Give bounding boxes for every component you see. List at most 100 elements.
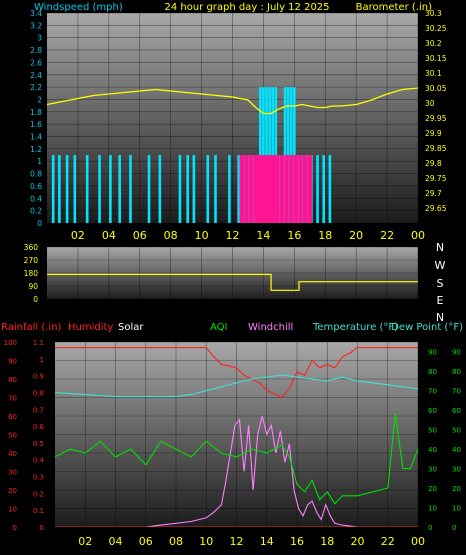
dew-point-tick-label: 60 — [452, 407, 461, 415]
wind-bar — [109, 155, 112, 223]
barometer-tick-label: 30.3 — [425, 9, 442, 18]
wind-bar-gust — [284, 155, 289, 223]
wind-bar-gust — [302, 155, 308, 223]
compass-label: E — [437, 294, 444, 307]
windspeed-tick-label: 0.8 — [30, 170, 42, 179]
wind-bar-gust — [253, 155, 258, 223]
direction-degree-labels: 0 90 180 270 360 — [24, 243, 39, 304]
wind-bar-gust — [244, 155, 249, 223]
dew-point-tick-label: 80 — [452, 368, 461, 376]
legend-dew-point: Dew Point (°F) — [391, 322, 463, 333]
barometer-tick-label: 29.95 — [425, 114, 447, 123]
barometer-tick-label: 29.7 — [425, 189, 442, 198]
wind-bar-gust — [275, 155, 280, 223]
wind-bar — [118, 155, 121, 223]
temperature-tick-label: 0 — [428, 524, 432, 532]
legend-aqi: AQI — [210, 322, 228, 333]
compass-label: S — [437, 277, 444, 290]
windspeed-tick-label: 3.4 — [30, 9, 42, 18]
wind-bar — [65, 155, 69, 223]
temperature-f-series — [55, 374, 418, 398]
windspeed-tick-label: 2.4 — [30, 71, 42, 80]
windspeed-tick-label: 2.6 — [30, 58, 42, 67]
windspeed-tick-label: 1.4 — [30, 133, 42, 142]
dew-point-tick-label: 10 — [452, 505, 461, 513]
direction-tick-label: 180 — [24, 269, 39, 278]
legend-rainfall: Rainfall (.in) — [1, 322, 62, 333]
time-tick-label: 06 — [139, 535, 153, 548]
legend-solar: Solar — [118, 322, 144, 333]
time-tick-label: 16 — [290, 535, 304, 548]
barometer-tick-label: 29.9 — [425, 129, 442, 138]
wind-bar-gust — [279, 155, 285, 223]
temperature-tick-labels: 0 10 20 30 40 50 60 70 80 90 — [428, 349, 437, 532]
percent-tick-label: 70 — [8, 395, 17, 403]
rainfall-tick-label: 0.3 — [33, 474, 44, 482]
barometer-tick-label: 30.1 — [425, 69, 442, 78]
rainfall-tick-label: 1.1 — [33, 339, 44, 347]
time-tick-label: 10 — [199, 535, 213, 548]
rainfall-tick-label: 0.1 — [33, 507, 44, 515]
grid-wind — [47, 12, 419, 224]
percent-tick-label: 40 — [8, 450, 17, 458]
wind-bar — [158, 155, 162, 223]
dew-point-tick-label: 40 — [452, 446, 461, 454]
barometer-tick-label: 29.85 — [425, 144, 447, 153]
dew-point-tick-label: 70 — [452, 388, 461, 396]
windspeed-tick-label: 1.2 — [30, 145, 42, 154]
temperature-tick-label: 80 — [428, 368, 437, 376]
percent-tick-label: 80 — [8, 376, 17, 384]
rainfall-tick-label: 0.2 — [33, 490, 44, 498]
time-tick-label: 12 — [230, 535, 244, 548]
chart-title: 24 hour graph day : July 12 2025 — [164, 2, 329, 13]
windspeed-tick-label: 2.8 — [30, 46, 42, 55]
barometer-axis-title: Barometer (.in) — [356, 2, 432, 13]
wind-bar — [73, 155, 77, 223]
legend-windchill: Windchill — [248, 322, 293, 333]
windspeed-tick-label: 1.6 — [30, 120, 42, 129]
time-tick-label: 00 — [411, 535, 425, 548]
dew-point-tick-label: 30 — [452, 466, 461, 474]
wind-bar-gust — [262, 155, 268, 223]
barometer-tick-labels: 29.65 29.7 29.75 29.8 29.85 29.9 29.95 30 30.05 3… — [425, 9, 447, 213]
wind-bar-gust — [293, 155, 299, 223]
rainfall-tick-label: 0.4 — [33, 457, 45, 465]
windchill-series — [55, 415, 418, 527]
windspeed-tick-label: 3.2 — [30, 21, 42, 30]
direction-tick-label: 360 — [24, 243, 39, 252]
wind-bar — [228, 155, 231, 223]
barometer-series — [47, 87, 418, 115]
dew-point-tick-label: 50 — [452, 427, 461, 435]
time-tick-label: 22 — [381, 535, 395, 548]
temperature-tick-label: 70 — [428, 388, 437, 396]
time-tick-label: 18 — [320, 535, 334, 548]
time-tick-label: 04 — [102, 229, 116, 242]
wind-direction-line — [47, 273, 418, 291]
percent-tick-label: 90 — [8, 358, 17, 366]
windspeed-tick-label: 0 — [37, 219, 42, 228]
direction-tick-label: 90 — [28, 282, 38, 291]
temperature-tick-label: 10 — [428, 505, 437, 513]
rainfall-tick-labels: 0 0.1 0.2 0.3 0.4 0.5 0.6 0.7 0.8 0.9 1 1.1 — [33, 339, 45, 532]
wind-bar — [322, 155, 326, 223]
barometer-tick-label: 29.8 — [425, 159, 442, 168]
time-tick-label: 20 — [351, 535, 365, 548]
windspeed-tick-label: 2.2 — [30, 83, 42, 92]
time-tick-label: 16 — [287, 229, 301, 242]
barometer-line — [47, 87, 418, 115]
windspeed-tick-label: 2 — [37, 95, 42, 104]
wind-bar-gust — [268, 155, 274, 223]
percent-tick-label: 20 — [8, 487, 17, 495]
percent-tick-label: 30 — [8, 469, 17, 477]
barometer-tick-label: 30.2 — [425, 39, 442, 48]
rainfall-tick-label: 1 — [40, 356, 44, 364]
wind-bar — [186, 155, 189, 223]
time-tick-labels-bottom: 02 04 06 08 10 12 14 16 18 20 22 00 — [78, 535, 425, 548]
compass-label: N — [436, 311, 444, 324]
wind-bar — [51, 155, 55, 223]
wind-bar — [147, 155, 151, 223]
wind-bar-gust — [289, 155, 294, 223]
dew-point-tick-labels: 0 10 20 30 40 50 60 70 80 90 — [452, 349, 461, 532]
